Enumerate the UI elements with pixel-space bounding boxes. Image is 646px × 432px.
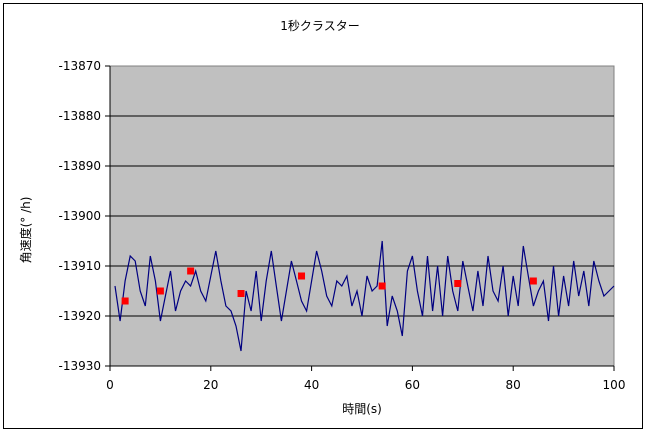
x-tick-label: 40 [304,378,319,392]
x-tick-label: 20 [203,378,218,392]
data-point [156,287,164,295]
data-point [454,280,462,287]
y-tick-label: -13880 [58,109,101,123]
series-group [114,240,615,352]
data-point [121,297,129,305]
x-tick-label: 80 [506,378,521,392]
data-point [187,267,195,275]
data-point [378,282,386,290]
chart-title: 1秒クラスター [280,19,359,33]
x-axis-label: 時間(s) [342,402,382,416]
data-point [237,290,245,297]
x-tick-label: 60 [405,378,420,392]
data-point [529,277,537,285]
y-axis-ticks: -13870 -13880 -13890 -13900 -13910 -13920 -139… [58,59,110,373]
y-tick-label: -13910 [58,259,101,273]
y-tick-label: -13870 [58,59,101,73]
x-axis-ticks: 0 20 40 60 80 100 [106,366,625,392]
y-tick-label: -13890 [58,159,101,173]
series-line [114,240,615,352]
y-tick-label: -13930 [58,359,101,373]
y-tick-label: -13900 [58,209,101,223]
y-axis-label: 角速度(° /h) [18,197,33,264]
data-point [298,272,306,280]
x-tick-label: 100 [603,378,626,392]
y-tick-label: -13920 [58,309,101,323]
x-tick-label: 0 [106,378,114,392]
